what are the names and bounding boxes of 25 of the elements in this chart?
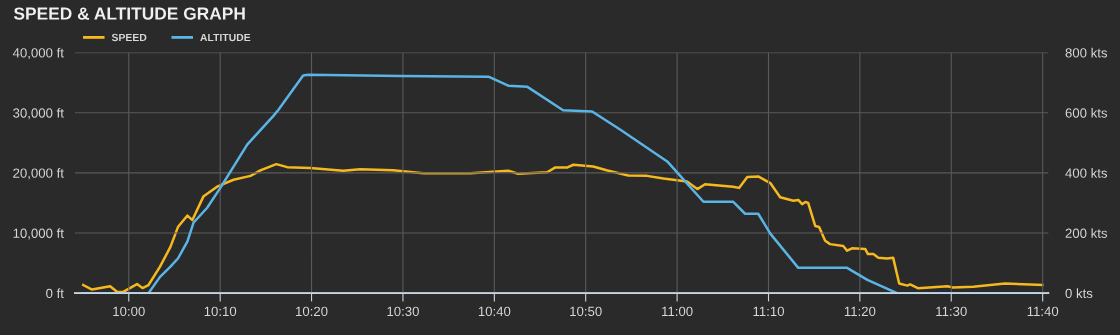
x-tick-label: 10:40 — [478, 306, 511, 317]
y-tick-label: 0 ft — [46, 288, 64, 299]
x-tick-label: 11:00 — [662, 306, 693, 317]
y-tick-label: 20,000 ft — [13, 168, 64, 180]
y2-tick-label: 0 kts — [1065, 288, 1093, 299]
x-tick-label: 10:10 — [204, 306, 237, 317]
x-tick-label: 11:30 — [936, 306, 967, 317]
x-tick-label: 11:20 — [844, 306, 876, 317]
line-series — [82, 162, 1044, 294]
y2-tick-label: 800 kts — [1065, 47, 1108, 58]
y2-tick-label: 200 kts — [1065, 228, 1108, 238]
y-tick-label: 40,000 ft — [12, 47, 64, 60]
y-tick-label: 10,000 ft — [13, 228, 64, 240]
chart-title: SPEED & ALTITUDE GRAPH — [13, 7, 245, 20]
y2-tick-label: 600 kts — [1065, 107, 1108, 118]
x-tick-label: 11:40 — [1027, 306, 1059, 317]
legend-label: ALTITUDE — [200, 33, 251, 42]
x-tick-label: 10:50 — [570, 306, 602, 317]
x-tick-label: 10:00 — [113, 306, 145, 317]
x-tick-label: 11:10 — [753, 306, 785, 317]
y-tick-label: 30,000 ft — [13, 107, 64, 120]
y2-tick-label: 400 kts — [1065, 168, 1108, 178]
x-tick-label: 10:20 — [296, 306, 328, 317]
legend-label: SPEED — [111, 33, 147, 42]
x-tick-label: 10:30 — [387, 306, 419, 317]
